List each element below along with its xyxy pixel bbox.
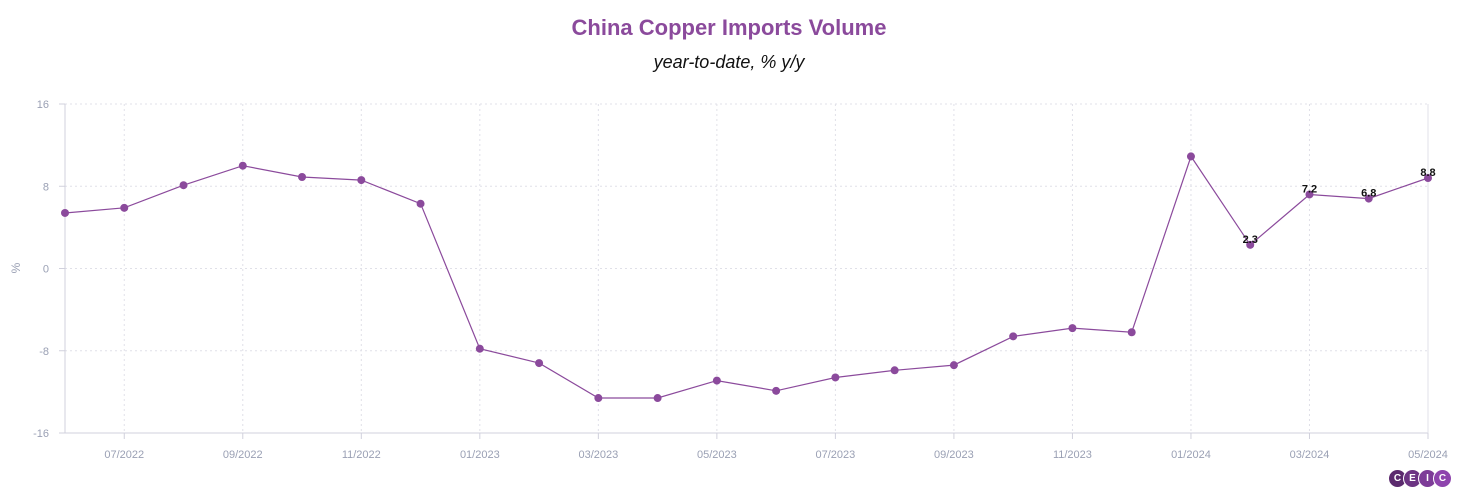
x-tick-label: 09/2022 bbox=[223, 449, 263, 461]
logo-letter: C bbox=[1388, 469, 1407, 488]
x-tick-labels: 07/2022 09/2022 11/2022 01/2023 03/2023 05/20… bbox=[104, 449, 1448, 461]
y-tick-labels: -16 -8 0 8 16 bbox=[33, 99, 49, 440]
x-tick-label: 03/2024 bbox=[1290, 449, 1330, 461]
x-tick-label: 03/2023 bbox=[578, 449, 618, 461]
data-point bbox=[1364, 194, 1373, 203]
data-label: 8.8 bbox=[1420, 167, 1435, 179]
data-point bbox=[238, 161, 247, 170]
data-point bbox=[1186, 152, 1195, 161]
y-axis-label: % bbox=[9, 262, 23, 273]
logo-letter: C bbox=[1433, 469, 1452, 488]
data-point bbox=[298, 172, 307, 181]
data-labels: 2.3 7.2 6.8 8.8 bbox=[1243, 167, 1436, 246]
series-line-path bbox=[64, 155, 1429, 399]
grid-lines bbox=[65, 103, 1429, 434]
ceic-logo: C E I C bbox=[1388, 469, 1452, 488]
data-point bbox=[1246, 240, 1255, 249]
x-tick-label: 11/2022 bbox=[342, 449, 381, 461]
data-point bbox=[772, 386, 781, 395]
series-line bbox=[64, 155, 1429, 399]
x-tick-label: 07/2022 bbox=[104, 449, 144, 461]
data-point bbox=[712, 376, 721, 385]
axes bbox=[59, 103, 1429, 439]
data-point bbox=[831, 373, 840, 382]
data-label: 7.2 bbox=[1302, 183, 1317, 195]
data-label: 6.8 bbox=[1361, 188, 1376, 200]
data-point bbox=[475, 344, 484, 353]
y-tick-label: -8 bbox=[39, 346, 49, 358]
x-tick-label: 11/2023 bbox=[1053, 449, 1092, 461]
y-tick-label: 0 bbox=[43, 264, 49, 276]
x-tick-label: 09/2023 bbox=[934, 449, 974, 461]
x-tick-label: 01/2023 bbox=[460, 449, 500, 461]
data-point bbox=[1009, 332, 1018, 341]
data-point bbox=[61, 208, 69, 217]
x-tick-label: 01/2024 bbox=[1171, 449, 1211, 461]
y-tick-label: 16 bbox=[37, 99, 49, 111]
x-tick-label: 05/2023 bbox=[697, 449, 737, 461]
data-point bbox=[416, 199, 425, 208]
data-point bbox=[949, 361, 958, 370]
data-point bbox=[535, 359, 544, 368]
data-point bbox=[120, 203, 129, 212]
y-tick-label: 8 bbox=[43, 181, 49, 193]
data-label: 2.3 bbox=[1243, 234, 1258, 246]
y-tick-label: -16 bbox=[33, 428, 49, 440]
data-point bbox=[653, 394, 662, 403]
data-point bbox=[1068, 324, 1077, 333]
data-point bbox=[179, 181, 188, 190]
x-tick-label: 05/2024 bbox=[1408, 449, 1448, 461]
chart-subtitle: year-to-date, % y/y bbox=[653, 52, 805, 72]
data-point bbox=[890, 366, 899, 375]
data-point bbox=[1305, 190, 1314, 199]
chart-title: China Copper Imports Volume bbox=[571, 15, 887, 40]
series-points bbox=[61, 152, 1432, 403]
data-point bbox=[594, 394, 603, 403]
data-point bbox=[1424, 174, 1432, 183]
data-point bbox=[1127, 328, 1136, 337]
data-point bbox=[357, 176, 366, 185]
x-tick-label: 07/2023 bbox=[816, 449, 856, 461]
